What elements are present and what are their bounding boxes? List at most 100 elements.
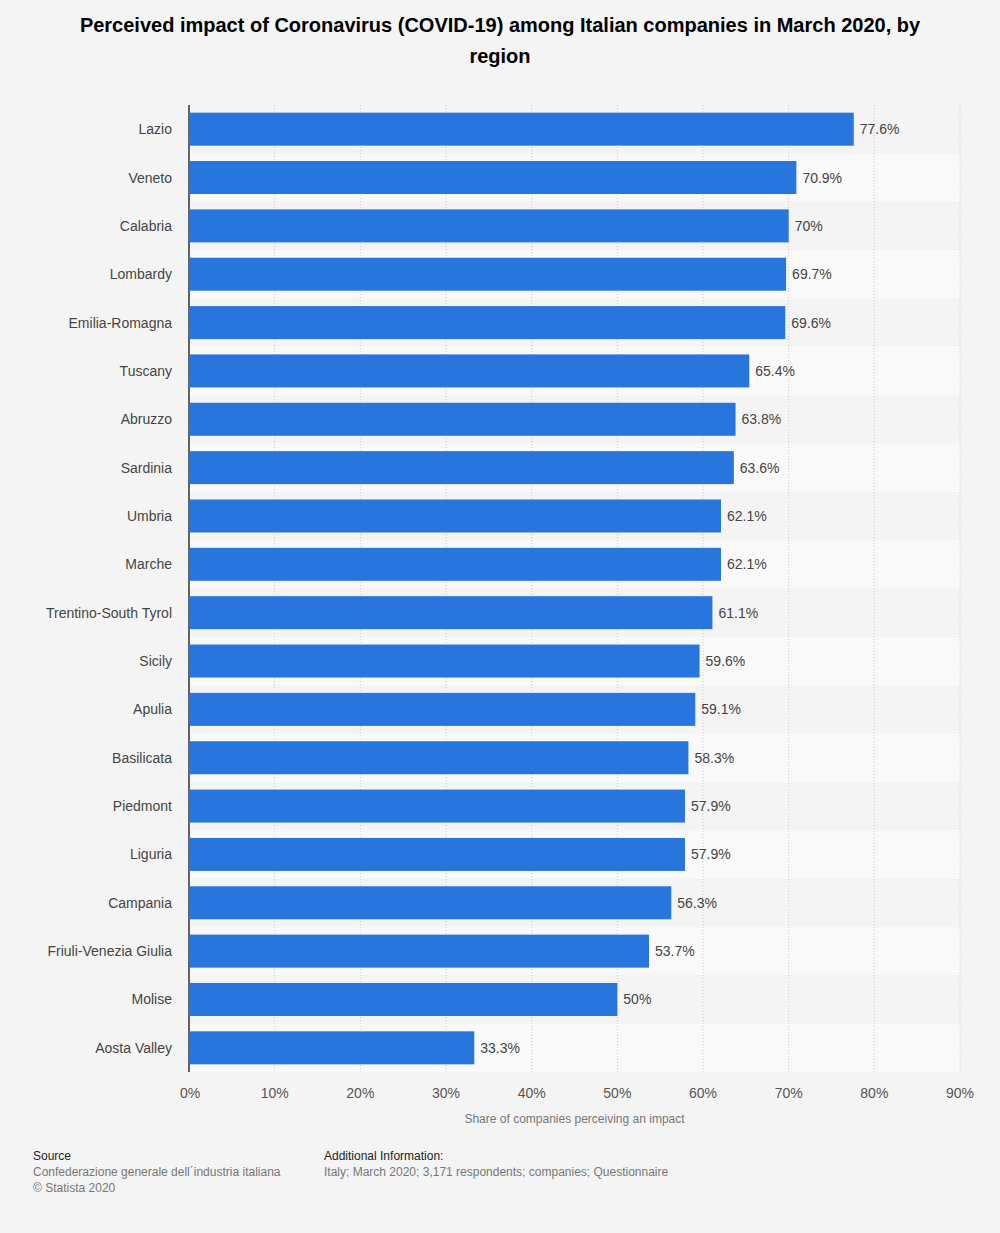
data-label: 62.1% <box>727 508 767 524</box>
category-label: Veneto <box>128 170 172 186</box>
data-label: 61.1% <box>718 605 758 621</box>
row-stripe <box>189 830 960 878</box>
bar <box>189 983 617 1016</box>
row-stripe <box>189 1024 960 1072</box>
data-label: 53.7% <box>655 943 695 959</box>
row-stripe <box>189 443 960 491</box>
row-stripe <box>189 734 960 782</box>
source-label: Source <box>33 1149 71 1163</box>
copyright: © Statista 2020 <box>33 1181 116 1195</box>
tick-label: 60% <box>689 1085 717 1101</box>
category-label: Lazio <box>139 121 173 137</box>
tick-label: 50% <box>603 1085 631 1101</box>
bars <box>189 113 854 1065</box>
bar <box>189 693 695 726</box>
tick-label: 0% <box>180 1085 200 1101</box>
bar <box>189 209 789 242</box>
bar <box>189 645 700 678</box>
data-label: 57.9% <box>691 846 731 862</box>
category-label: Liguria <box>130 846 172 862</box>
bar <box>189 354 749 387</box>
category-label: Tuscany <box>120 363 172 379</box>
grid-line <box>617 105 618 1072</box>
category-label: Calabria <box>120 218 172 234</box>
data-label: 56.3% <box>677 895 717 911</box>
category-label: Apulia <box>133 701 172 717</box>
category-label: Basilicata <box>112 750 172 766</box>
category-label: Marche <box>125 556 172 572</box>
data-label: 69.6% <box>791 315 831 331</box>
bar <box>189 596 712 629</box>
grid-line <box>189 105 190 1072</box>
bar <box>189 258 786 291</box>
axis-line <box>188 105 190 1072</box>
data-label: 70% <box>795 218 823 234</box>
bar <box>189 548 721 581</box>
tick-label: 90% <box>946 1085 974 1101</box>
data-label: 59.1% <box>701 701 741 717</box>
row-stripe <box>189 347 960 395</box>
category-label: Lombardy <box>110 266 172 282</box>
tick-label: 20% <box>346 1085 374 1101</box>
bar <box>189 161 796 194</box>
chart-canvas: 0% 10% 20% 30% 40% 50% 60% 70% 80% 90% Lazio 77.6% V… <box>0 0 1000 1233</box>
category-label: Umbria <box>127 508 172 524</box>
axis-range-line <box>189 1072 960 1073</box>
data-label: 59.6% <box>706 653 746 669</box>
row-stripe <box>189 540 960 588</box>
category-label: Aosta Valley <box>95 1040 172 1056</box>
data-label: 69.7% <box>792 266 832 282</box>
bar <box>189 741 688 774</box>
bar <box>189 403 736 436</box>
row-stripe <box>189 250 960 298</box>
data-label: 62.1% <box>727 556 767 572</box>
data-label: 65.4% <box>755 363 795 379</box>
bar <box>189 113 854 146</box>
chart-title: Perceived impact of Coronavirus (COVID-1… <box>65 10 935 72</box>
bar <box>189 499 721 532</box>
grid-line <box>788 105 789 1072</box>
info-label: Additional Information: <box>324 1149 443 1163</box>
axis-title: Share of companies perceiving an impact <box>464 1112 685 1126</box>
grid-line <box>531 105 532 1072</box>
data-label: 70.9% <box>802 170 842 186</box>
category-label: Trentino-South Tyrol <box>46 605 172 621</box>
source: Confederazione generale dell´industria i… <box>33 1165 281 1179</box>
category-label: Sicily <box>139 653 172 669</box>
data-label: 63.6% <box>740 460 780 476</box>
bar <box>189 1031 474 1064</box>
row-stripe <box>189 637 960 685</box>
data-label: 33.3% <box>480 1040 520 1056</box>
bar <box>189 306 785 339</box>
grid-line <box>960 105 961 1072</box>
grid-line <box>703 105 704 1072</box>
category-label: Sardinia <box>121 460 173 476</box>
category-label: Molise <box>132 991 173 1007</box>
category-label: Abruzzo <box>121 411 173 427</box>
tick-label: 80% <box>860 1085 888 1101</box>
data-label: 63.8% <box>742 411 782 427</box>
data-label: 57.9% <box>691 798 731 814</box>
tick-label: 30% <box>432 1085 460 1101</box>
category-label: Friuli-Venezia Giulia <box>48 943 173 959</box>
grid-line <box>274 105 275 1072</box>
grid-line <box>446 105 447 1072</box>
category-label: Piedmont <box>113 798 172 814</box>
info: Italy; March 2020; 3,171 respondents; co… <box>324 1165 669 1179</box>
bar <box>189 838 685 871</box>
data-label: 77.6% <box>860 121 900 137</box>
grid-line <box>874 105 875 1072</box>
bar <box>189 451 734 484</box>
tick-label: 10% <box>261 1085 289 1101</box>
data-label: 50% <box>623 991 651 1007</box>
bar <box>189 790 685 823</box>
category-label: Emilia-Romagna <box>69 315 173 331</box>
row-stripe <box>189 927 960 975</box>
grid-line <box>360 105 361 1072</box>
tick-label: 70% <box>775 1085 803 1101</box>
tick-label: 40% <box>518 1085 546 1101</box>
bar <box>189 886 671 919</box>
row-stripe <box>189 153 960 201</box>
category-label: Campania <box>108 895 172 911</box>
bar <box>189 935 649 968</box>
